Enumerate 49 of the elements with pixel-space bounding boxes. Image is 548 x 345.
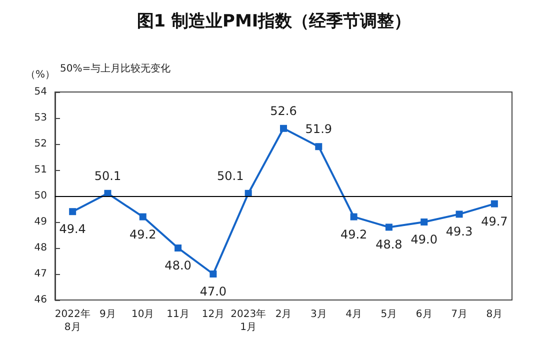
point: [420, 218, 428, 226]
point: [490, 200, 498, 208]
x-tick-label: 9月: [100, 309, 116, 320]
x-tick-label: 4月: [346, 309, 362, 320]
x-tick-label: 2023年 1月: [230, 308, 266, 333]
x-tick-label: 11月: [166, 309, 190, 320]
point: [210, 270, 217, 278]
x-tick-label: 12月: [202, 309, 225, 320]
chart-title: 图1 制造业PMI指数（经季节调整）: [136, 12, 412, 32]
y-tick-label: 54: [34, 86, 47, 98]
x-tick-label: 10月: [132, 309, 154, 320]
y-tick-label: 46: [34, 294, 47, 306]
point: [139, 213, 146, 220]
data-label: 48.0: [164, 258, 192, 272]
point: [174, 244, 182, 252]
point: [69, 208, 76, 216]
x-tick-label: 8月: [486, 309, 503, 320]
data-label: 50.1: [216, 168, 244, 183]
y-tick-label: 50: [34, 190, 47, 202]
data-label: 48.8: [376, 238, 402, 252]
point: [456, 210, 463, 218]
y-tick-label: 49: [34, 216, 47, 228]
data-label: 51.9: [305, 122, 332, 136]
data-label: 50.1: [94, 168, 122, 183]
point: [385, 224, 392, 231]
x-tick-label: 6月: [416, 309, 432, 320]
x-tick-label: 7月: [451, 309, 468, 320]
data-label: 49.7: [481, 214, 508, 228]
data-label: 49.3: [446, 224, 473, 239]
y-tick-label: 47: [34, 268, 47, 280]
point: [315, 143, 322, 150]
data-label: 52.6: [270, 104, 297, 118]
x-tick-label: 5月: [380, 309, 398, 320]
data-label: 49.2: [340, 227, 368, 242]
data-label: 47.0: [200, 284, 227, 298]
data-label: 49.2: [130, 227, 156, 242]
point: [280, 124, 287, 132]
point: [350, 213, 358, 220]
y-tick-label: 52: [34, 138, 47, 150]
data-label: 49.4: [59, 222, 86, 236]
y-tick-label: 51: [34, 164, 47, 176]
y-tick-label: 48: [34, 242, 47, 254]
x-tick-label: 3月: [310, 309, 327, 320]
y-axis-title: （%）: [25, 70, 55, 80]
x-tick-label: 2022年 8月: [54, 308, 90, 333]
data-label: 49.0: [410, 232, 438, 246]
y-tick-label: 53: [34, 112, 47, 124]
text: 50%=与上月比较无变化: [60, 62, 171, 74]
x-tick-label: 2月: [275, 309, 292, 320]
